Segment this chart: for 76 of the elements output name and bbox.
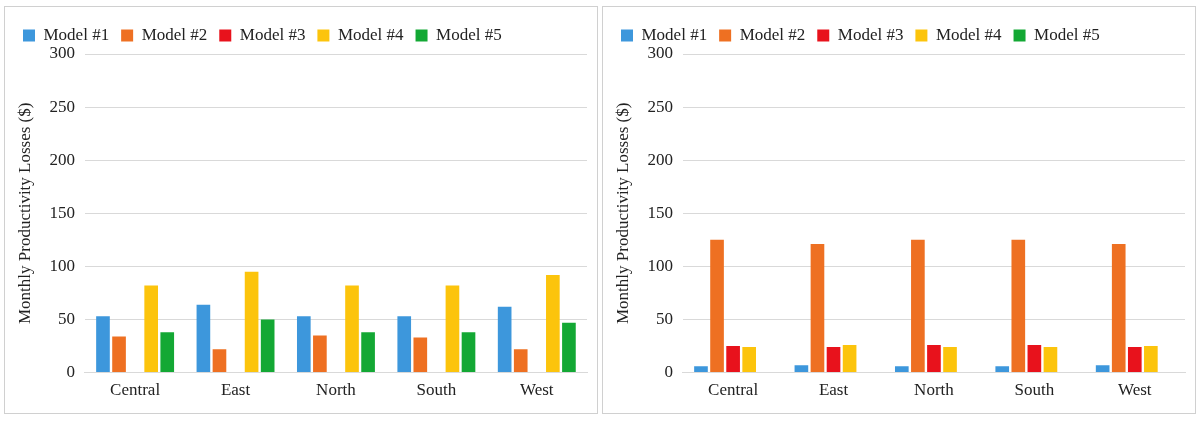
bar: [927, 344, 941, 373]
bar: [810, 244, 825, 373]
bar: [144, 285, 159, 373]
bar: [244, 271, 259, 373]
legend-label: Model #5: [436, 24, 502, 44]
x-tick-label: Central: [110, 380, 161, 400]
y-tick-label: 50: [655, 308, 673, 328]
bar: [546, 274, 560, 373]
legend-label: Model #4: [337, 24, 405, 44]
bar: [196, 304, 211, 373]
bar: [1027, 344, 1042, 373]
y-tick-label: 300: [647, 43, 673, 63]
x-tick-label: East: [220, 380, 251, 400]
y-axis-title: Monthly Productivity Losses ($): [14, 102, 34, 325]
bar: [160, 332, 175, 373]
bar: [842, 344, 857, 373]
bar: [461, 332, 476, 373]
bar: [742, 347, 757, 373]
bar: [112, 336, 126, 373]
y-tick-label: 250: [49, 96, 75, 116]
bar: [943, 347, 957, 373]
y-tick-label: 100: [647, 255, 673, 275]
bar: [894, 366, 909, 373]
bar: [1127, 347, 1142, 373]
legend-label: Model #3: [837, 24, 904, 44]
legend-label: Model #1: [641, 24, 708, 44]
x-tick-label: South: [416, 380, 457, 400]
bar: [313, 335, 327, 373]
bar: [1011, 239, 1026, 373]
y-tick-label: 150: [647, 202, 673, 222]
legend-label: Model #2: [739, 24, 806, 44]
bar: [995, 366, 1010, 373]
bar: [1043, 347, 1058, 373]
y-tick-label: 250: [647, 96, 673, 116]
bar: [710, 239, 724, 373]
bar: [794, 365, 809, 373]
bar: [911, 239, 925, 373]
bar: [1144, 346, 1158, 373]
bar: [413, 337, 428, 373]
bar: [1095, 365, 1110, 373]
x-tick-label: South: [1014, 380, 1055, 400]
y-tick-label: 50: [57, 308, 75, 328]
bar: [361, 332, 375, 373]
x-tick-label: North: [316, 380, 357, 400]
y-tick-label: 300: [49, 43, 75, 63]
bar: [260, 319, 275, 373]
y-tick-label: 0: [664, 362, 673, 382]
bar: [397, 316, 412, 373]
legend-label: Model #1: [43, 24, 110, 44]
y-tick-label: 150: [49, 202, 75, 222]
bar: [562, 322, 576, 373]
y-tick-label: 200: [647, 149, 673, 169]
bar: [96, 316, 110, 373]
bar: [726, 346, 740, 373]
legend-label: Model #5: [1034, 24, 1100, 44]
bar: [513, 349, 528, 373]
bar: [445, 285, 460, 373]
x-tick-label: East: [818, 380, 849, 400]
y-tick-label: 100: [49, 255, 75, 275]
bar: [212, 349, 227, 373]
bar: [497, 306, 512, 373]
legend-label: Model #2: [141, 24, 208, 44]
bar: [826, 347, 841, 373]
x-tick-label: West: [1118, 380, 1152, 400]
bar: [1111, 244, 1126, 373]
bar: [296, 316, 311, 373]
y-tick-label: 200: [49, 149, 75, 169]
legend-label: Model #3: [239, 24, 306, 44]
x-tick-label: Central: [708, 380, 759, 400]
y-axis-title: Monthly Productivity Losses ($): [612, 102, 632, 325]
x-tick-label: West: [520, 380, 554, 400]
y-tick-label: 0: [66, 362, 75, 382]
legend-label: Model #4: [935, 24, 1003, 44]
x-tick-label: North: [914, 380, 955, 400]
bar: [345, 285, 359, 373]
bar: [694, 366, 708, 373]
